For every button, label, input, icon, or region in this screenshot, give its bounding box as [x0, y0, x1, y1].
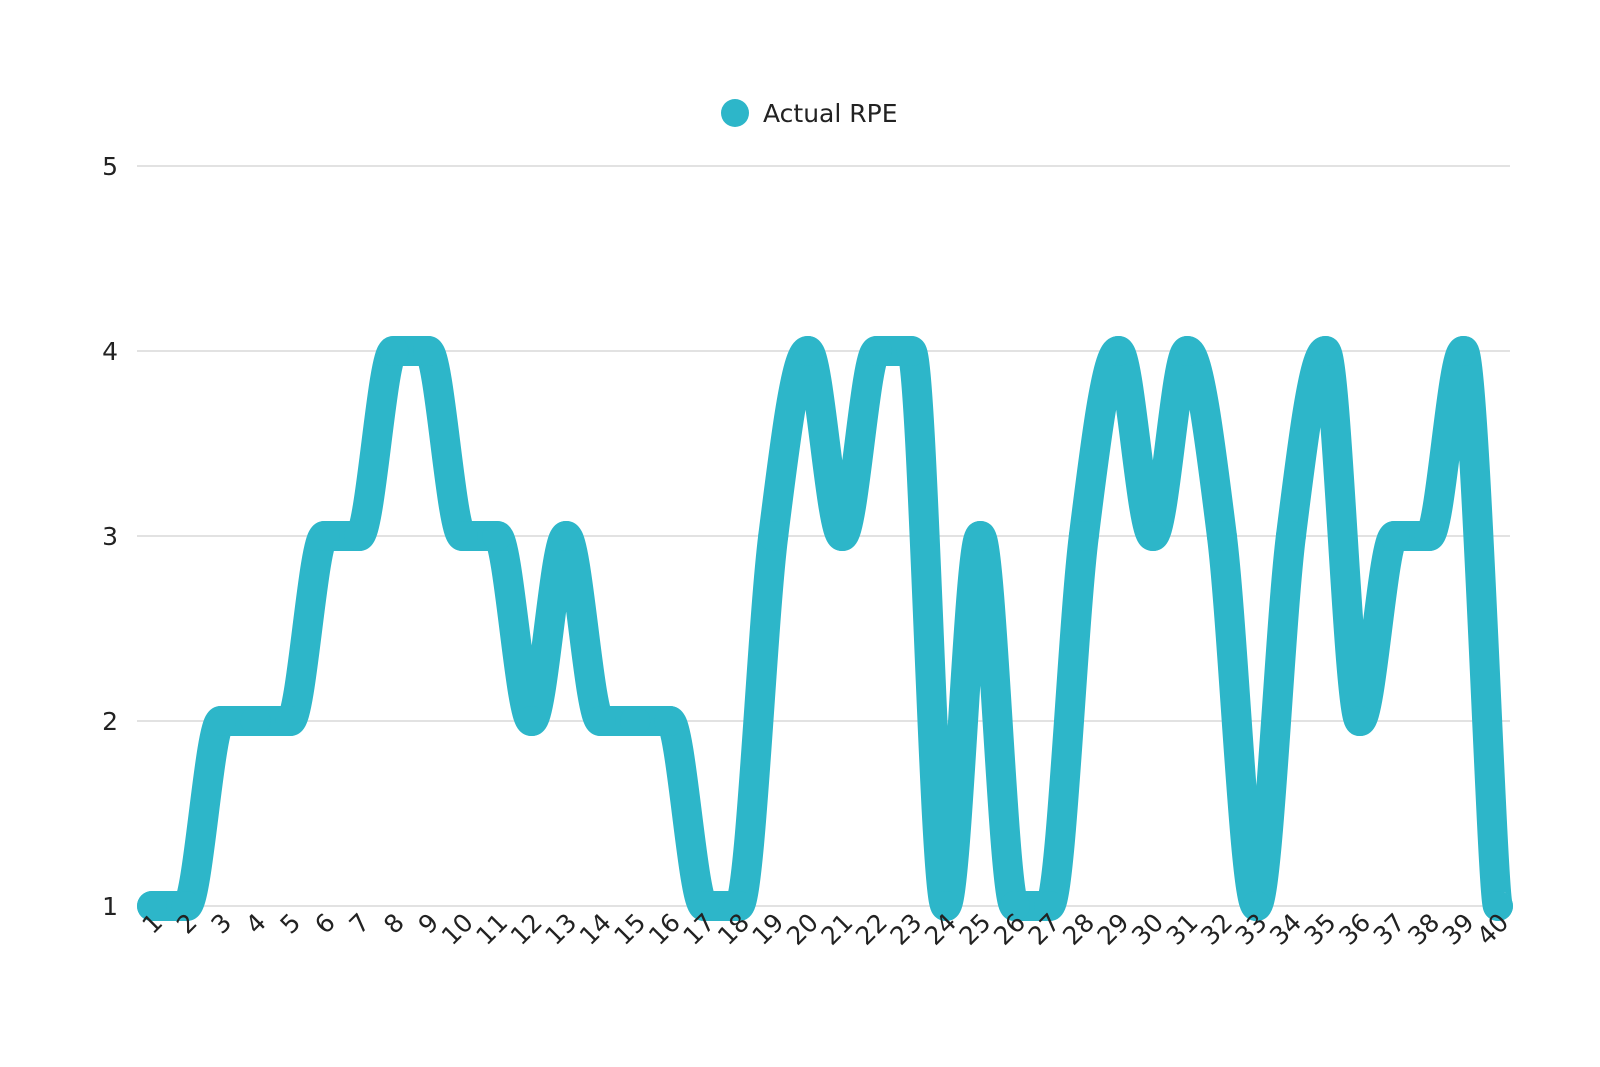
data-point-35	[1310, 336, 1341, 366]
data-point-30	[1137, 521, 1168, 551]
data-point-13	[551, 521, 582, 551]
series-layer	[137, 335, 1513, 921]
x-tick-label-8: 8	[378, 908, 410, 940]
y-tick-label-4: 4	[102, 337, 118, 366]
data-point-40	[1483, 891, 1513, 921]
data-point-24	[930, 891, 961, 921]
data-point-33	[1241, 891, 1272, 921]
data-point-29	[1103, 336, 1134, 366]
data-point-32	[1206, 521, 1237, 551]
data-point-23	[896, 336, 927, 366]
data-point-39	[1448, 336, 1479, 366]
data-point-14	[585, 706, 616, 736]
series-line-actual-rpe	[137, 335, 1513, 921]
data-point-6	[309, 521, 340, 551]
data-point-37	[1379, 521, 1410, 551]
data-point-7	[344, 521, 375, 551]
legend: Actual RPE	[721, 99, 898, 128]
data-point-4	[240, 706, 271, 736]
data-point-1	[137, 891, 167, 921]
y-tick-label-3: 3	[102, 522, 118, 551]
x-tick-label-7: 7	[344, 908, 376, 940]
x-axis-ticks: 1 2 3 4 5 6 7 8 91011121314151617181920212223242…	[136, 908, 1514, 951]
data-point-21	[827, 521, 858, 551]
legend-swatch-actual-rpe	[721, 99, 749, 127]
data-point-38	[1413, 521, 1444, 551]
data-point-15	[620, 706, 651, 736]
data-point-3	[206, 706, 237, 736]
data-point-16	[654, 706, 685, 736]
data-point-9	[413, 336, 444, 366]
data-point-25	[965, 521, 996, 551]
data-point-2	[171, 891, 202, 921]
data-point-5	[275, 706, 306, 736]
data-point-27	[1034, 891, 1065, 921]
x-tick-label-3: 3	[206, 908, 238, 940]
data-point-28	[1068, 521, 1099, 551]
data-point-36	[1344, 706, 1375, 736]
data-point-19	[758, 521, 789, 551]
data-point-22	[861, 336, 892, 366]
y-tick-label-2: 2	[102, 707, 118, 736]
legend-label-actual-rpe: Actual RPE	[763, 99, 898, 128]
data-point-11	[482, 521, 513, 551]
y-axis-ticks: 1 2 3 4 5	[102, 152, 118, 921]
data-point-18	[723, 891, 754, 921]
data-point-12	[516, 706, 547, 736]
data-point-31	[1172, 336, 1203, 366]
x-tick-label-5: 5	[275, 908, 307, 940]
data-point-34	[1275, 521, 1306, 551]
data-point-20	[792, 336, 823, 366]
data-point-10	[447, 521, 478, 551]
y-tick-label-5: 5	[102, 152, 118, 181]
y-tick-label-1: 1	[102, 892, 118, 921]
data-point-26	[999, 891, 1030, 921]
x-tick-label-6: 6	[309, 908, 341, 940]
data-point-17	[689, 891, 720, 921]
x-tick-label-4: 4	[240, 908, 272, 940]
data-point-8	[378, 336, 409, 366]
